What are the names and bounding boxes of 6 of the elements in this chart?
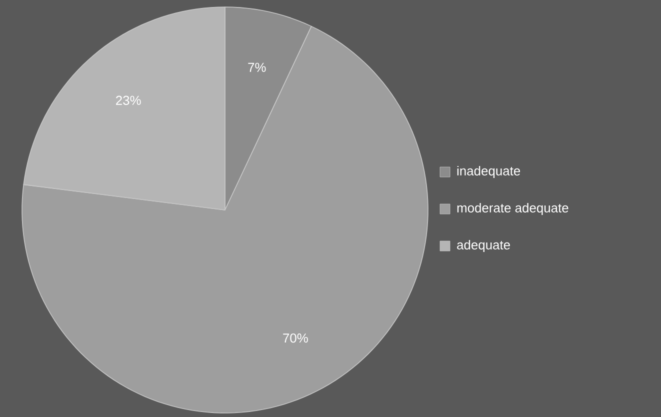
data-label: 70% [283,333,308,343]
legend-label: moderate adequate [457,202,568,216]
legend-label: inadequate [457,166,520,178]
legend-label: adequate [457,240,510,252]
data-label: 7% [248,62,266,72]
data-label: 23% [116,96,141,105]
